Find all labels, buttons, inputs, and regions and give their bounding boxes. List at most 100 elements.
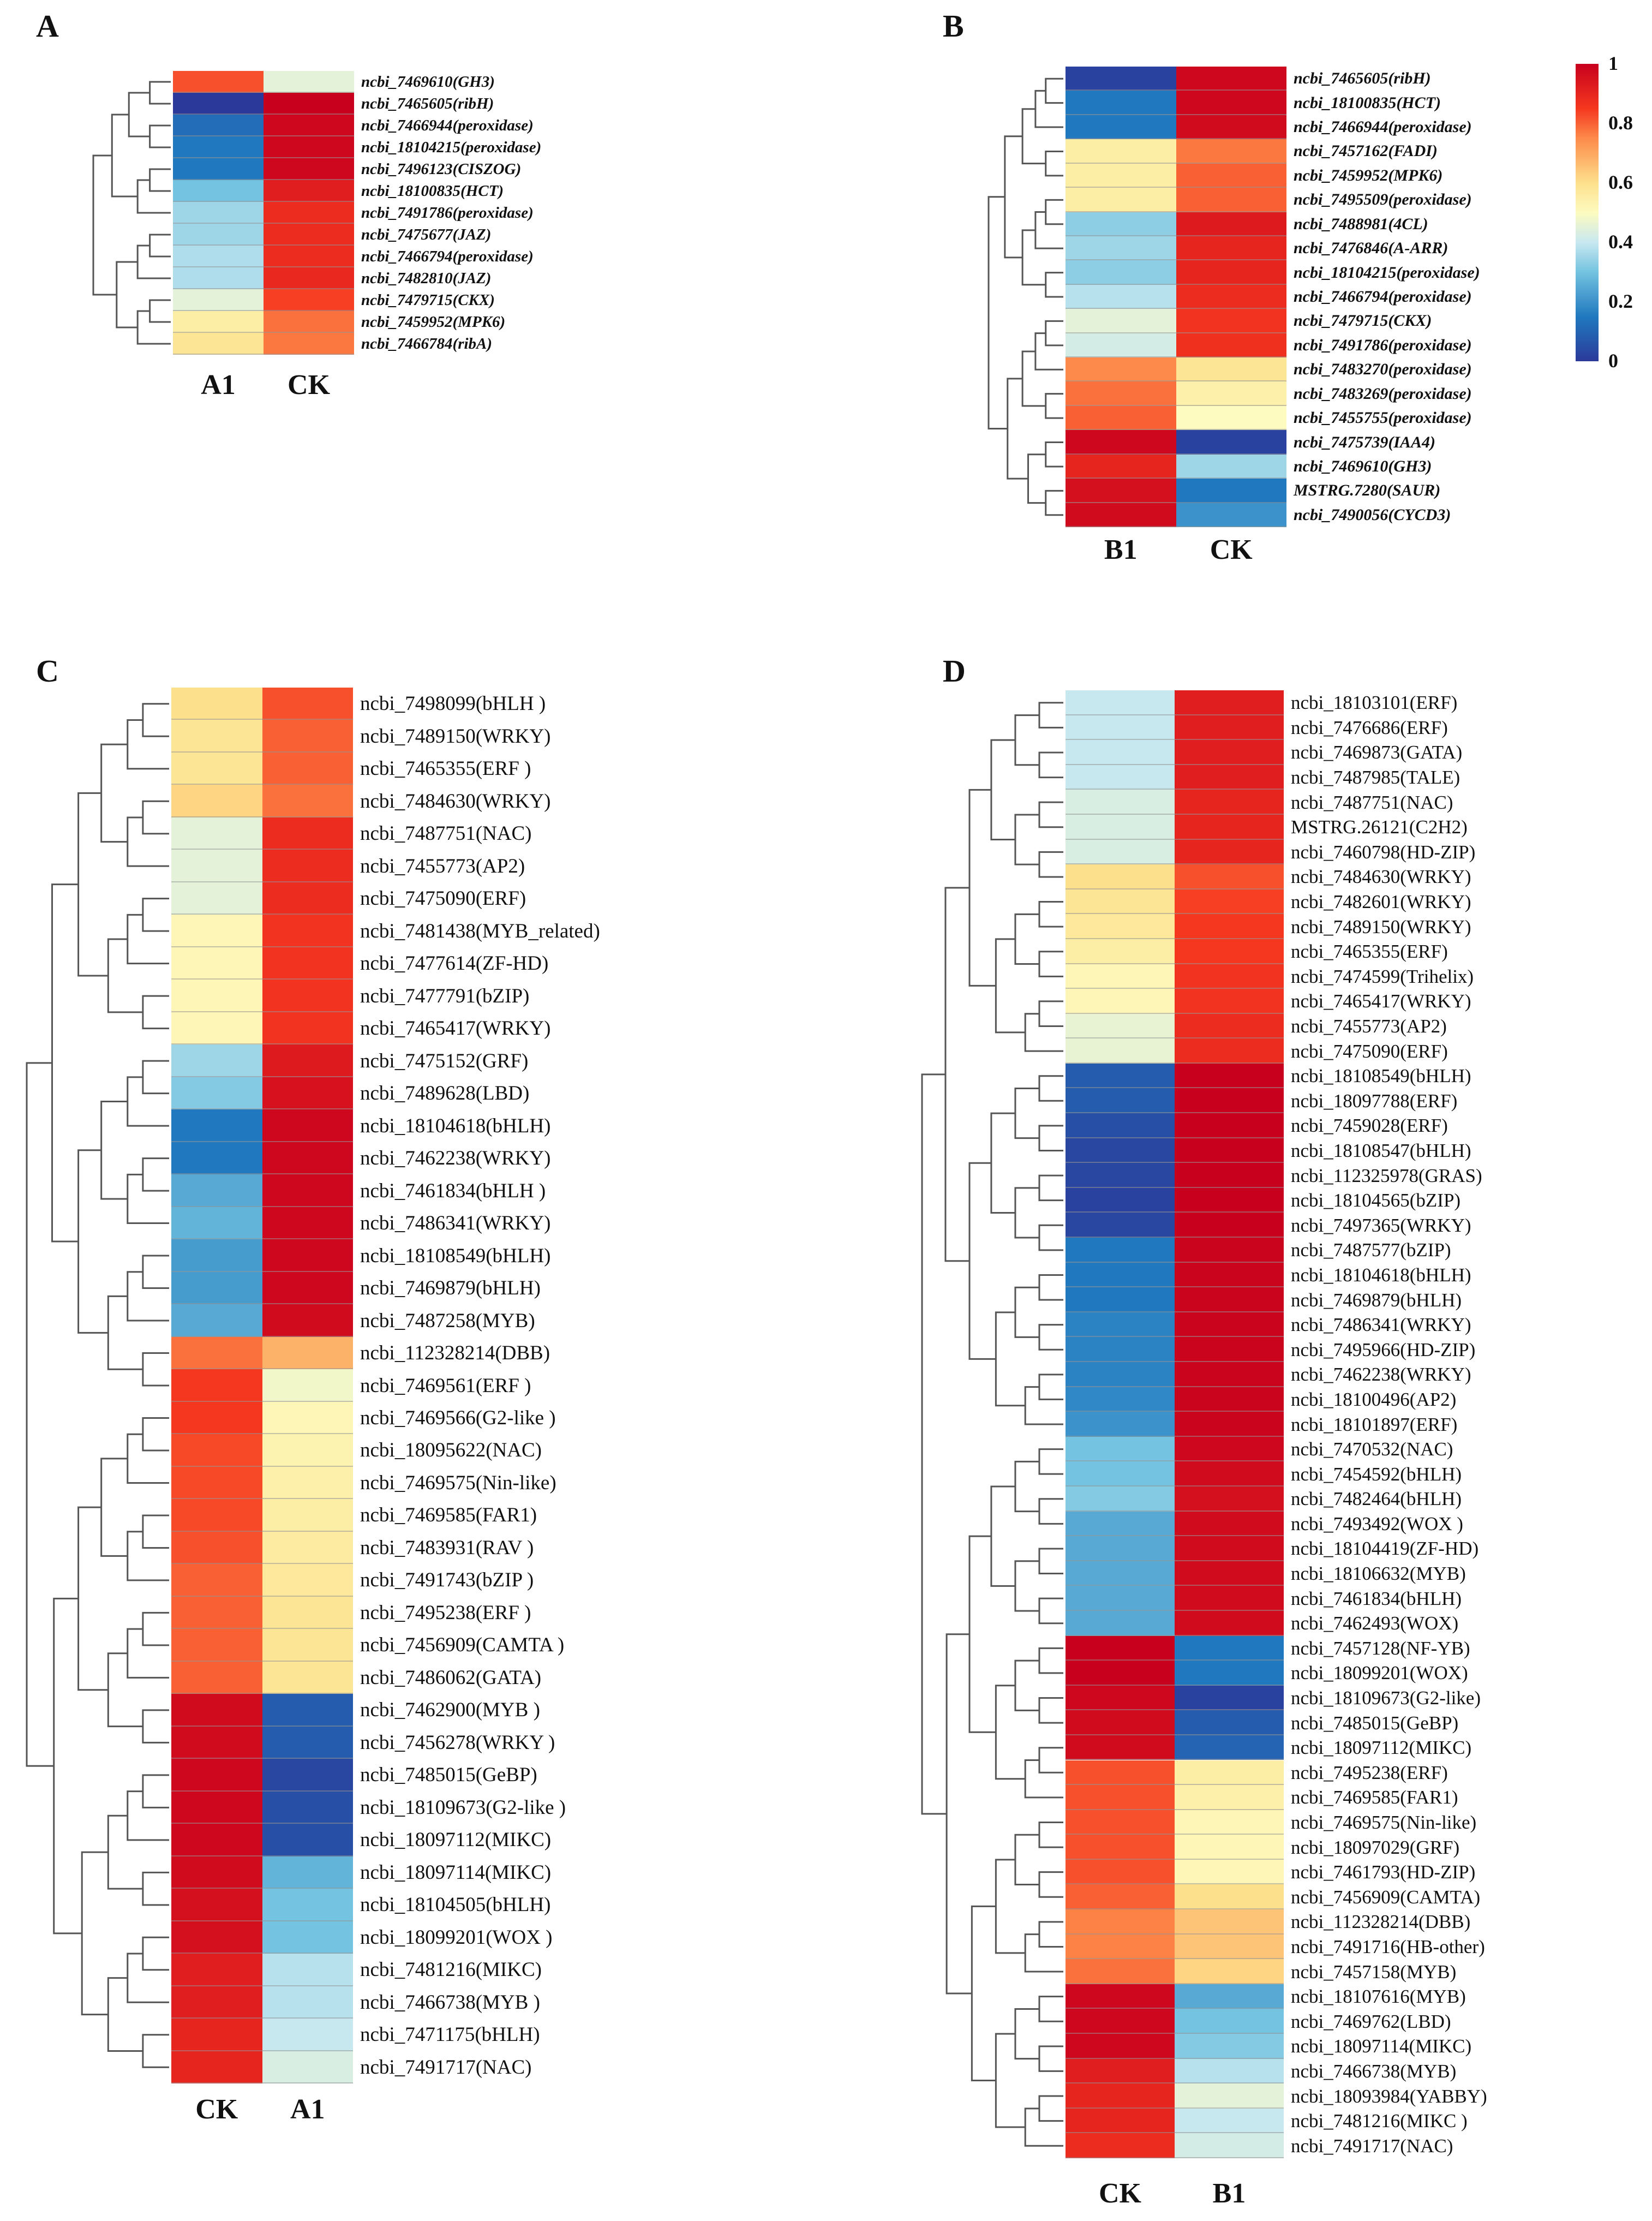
row-label: ncbi_7489628(LBD) [360, 1082, 530, 1105]
colorbar-tick-label: 0.2 [1608, 290, 1633, 312]
heatmap-cell [171, 1726, 262, 1759]
dendrogram-branch [987, 196, 1008, 430]
row-label: ncbi_7479715(CKX) [361, 291, 495, 309]
heatmap-cell [1066, 284, 1176, 309]
row-label: ncbi_7493492(WOX ) [1291, 1513, 1463, 1535]
heatmap-cell [262, 1336, 353, 1370]
panel-label-b: B [943, 8, 964, 44]
heatmap-cell [262, 2019, 353, 2051]
heatmap-cell [173, 71, 264, 93]
dendrogram-branch [1038, 951, 1063, 977]
heatmap-cell [1066, 405, 1176, 431]
row-label: ncbi_7469879(bHLH) [1291, 1289, 1462, 1311]
heatmap-cell [262, 1954, 353, 1986]
heatmap-cell [171, 1434, 262, 1467]
dendrogram-branch [1021, 108, 1046, 165]
heatmap-cell [262, 980, 353, 1012]
row-label: ncbi_7476686(ERF) [1291, 717, 1448, 738]
column-label: CK [1210, 534, 1253, 565]
heatmap-cell [1066, 1661, 1175, 1686]
heatmap-cell [1066, 1262, 1175, 1288]
heatmap-cell [1066, 503, 1176, 527]
heatmap-cell [1066, 1088, 1175, 1114]
dendrogram-branch [1038, 1548, 1063, 1575]
row-label: ncbi_7454592(bHLH) [1291, 1463, 1462, 1485]
dendrogram-branch [1014, 1087, 1039, 1139]
heatmap-cell [1175, 1238, 1284, 1263]
heatmap-cell [1175, 1436, 1284, 1462]
row-label: ncbi_7475677(JAZ) [361, 225, 492, 243]
heatmap-cell [1175, 1362, 1284, 1387]
dendrogram-branch [142, 1611, 169, 1646]
heatmap-cell [264, 158, 354, 180]
heatmap-cell [262, 1401, 353, 1435]
heatmap-cell [1066, 765, 1175, 790]
heatmap-cell [1066, 1486, 1175, 1512]
row-label: ncbi_18097112(MIKC) [1291, 1737, 1472, 1759]
heatmap-cell [1175, 1486, 1284, 1512]
heatmap-cell [1175, 1610, 1284, 1636]
heatmap-cell [264, 136, 354, 158]
row-label: ncbi_7459028(ERF) [1291, 1115, 1448, 1137]
heatmap-cell [1176, 115, 1286, 140]
dendrogram-branch [990, 739, 1015, 841]
row-label: ncbi_7498099(bHLH ) [360, 692, 546, 715]
heatmap-cell [262, 1856, 353, 1889]
heatmap-cell [262, 1174, 353, 1207]
heatmap-cell [1175, 1511, 1284, 1537]
heatmap-cell [1066, 1835, 1175, 1860]
heatmap-cell [1175, 964, 1284, 989]
dendrogram-branch [1014, 1460, 1039, 1513]
row-label: ncbi_7484630(WRKY) [1291, 866, 1471, 888]
heatmap-cell [171, 1304, 262, 1337]
heatmap-cell [1066, 1586, 1175, 1611]
heatmap-cell [1066, 1760, 1175, 1786]
heatmap-cell [262, 1369, 353, 1402]
heatmap-cell [1175, 2009, 1284, 2034]
column-label: B1 [1104, 534, 1138, 565]
heatmap-cell [171, 1174, 262, 1207]
heatmap-cell [262, 1759, 353, 1792]
dendrogram-branch [990, 1485, 1015, 1587]
heatmap-cell [171, 1271, 262, 1305]
heatmap-cell [1176, 357, 1286, 382]
heatmap-cell [262, 1564, 353, 1597]
heatmap-cell [1175, 939, 1284, 964]
row-label: ncbi_18097029(GRF) [1291, 1836, 1460, 1858]
dendrogram-branch [26, 1062, 54, 1767]
row-label: ncbi_18106632(MYB) [1291, 1563, 1466, 1585]
dendrogram-branch [107, 1652, 143, 1728]
heatmap-cell [171, 1564, 262, 1597]
dendrogram-branch [1038, 1747, 1063, 1774]
heatmap-cell [173, 224, 264, 246]
dendrogram-branch [995, 2033, 1026, 2128]
heatmap-cell [1175, 1909, 1284, 1935]
dendrogram-branch [995, 938, 1026, 1034]
heatmap-cell [171, 1336, 262, 1370]
heatmap-cell [262, 1499, 353, 1532]
heatmap-cell [264, 202, 354, 224]
row-label: ncbi_18104618(bHLH) [360, 1114, 551, 1137]
heatmap-cell [1066, 1610, 1175, 1636]
heatmap-cell [173, 267, 264, 289]
heatmap-cell [1066, 1959, 1175, 1984]
heatmap-cell [1175, 1959, 1284, 1984]
dendrogram-branch [968, 1535, 996, 1733]
row-label: ncbi_18101897(ERF) [1291, 1413, 1458, 1435]
heatmap-cell [171, 785, 262, 817]
heatmap-cell [171, 850, 262, 882]
heatmap-cell [1066, 1238, 1175, 1263]
dendrogram-branch [142, 1936, 169, 1971]
row-label: ncbi_7481216(MIKC) [360, 1959, 542, 1981]
heatmap-cell [173, 202, 264, 224]
row-label: ncbi_7495509(peroxidase) [1294, 190, 1472, 209]
heatmap-cell [1176, 503, 1286, 527]
heatmap-cell [1066, 1909, 1175, 1935]
column-label: B1 [1212, 2178, 1246, 2209]
heatmap-cell [1176, 430, 1286, 455]
row-label: ncbi_7491743(bZIP ) [360, 1569, 534, 1592]
row-label: ncbi_7475152(GRF) [360, 1049, 529, 1072]
row-label: ncbi_7482810(JAZ) [361, 269, 492, 287]
dendrogram-branch [51, 883, 79, 1243]
